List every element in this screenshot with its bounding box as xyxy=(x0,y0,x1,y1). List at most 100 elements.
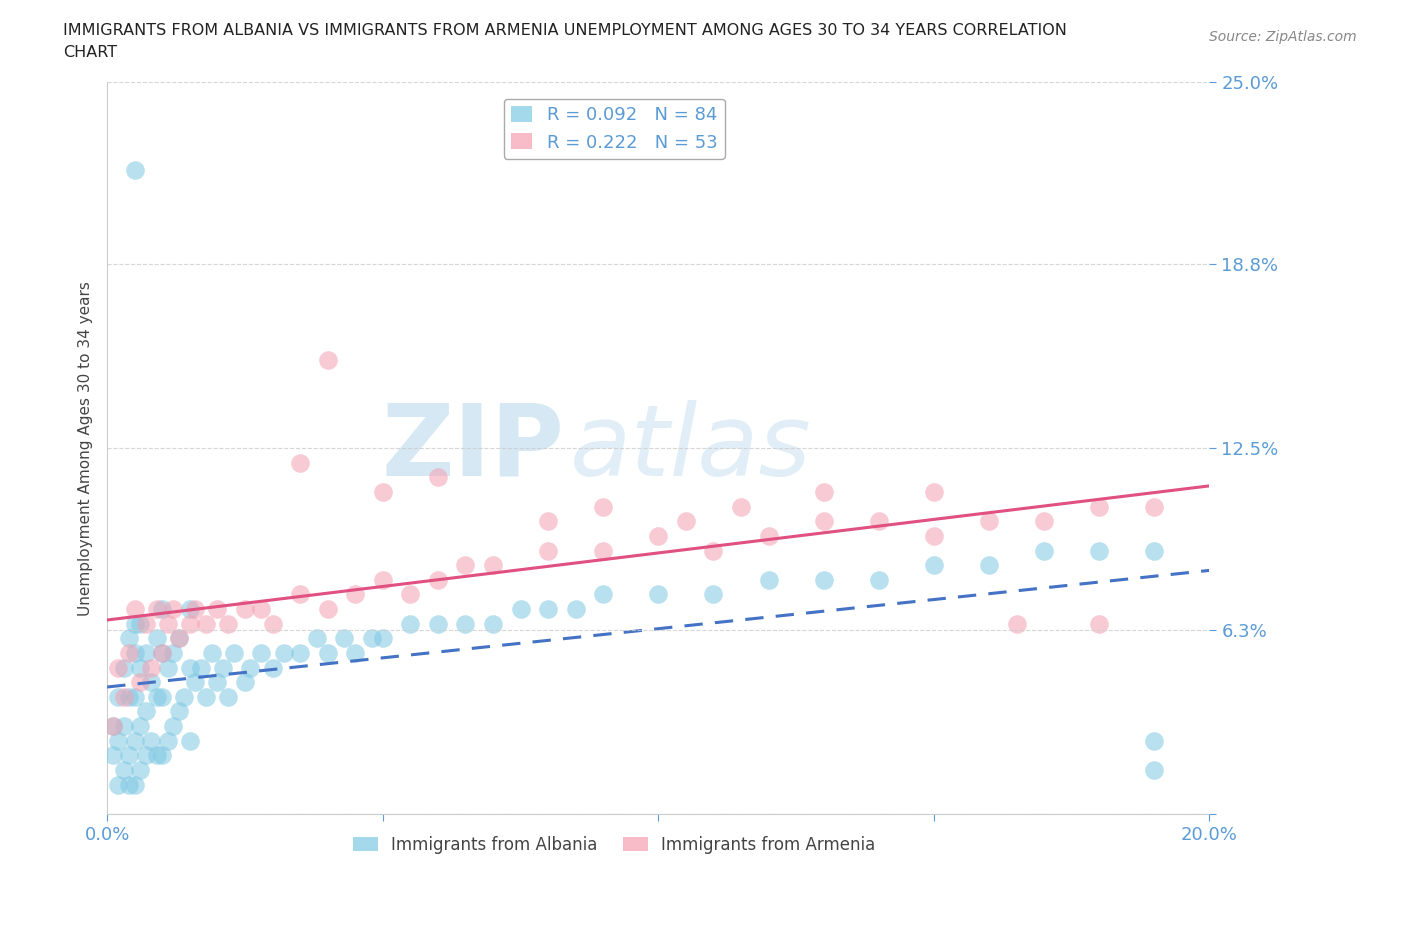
Point xyxy=(922,558,945,573)
Point xyxy=(173,689,195,704)
Point xyxy=(482,558,505,573)
Point xyxy=(124,733,146,748)
Point xyxy=(537,543,560,558)
Point xyxy=(190,660,212,675)
Point xyxy=(145,631,167,645)
Point xyxy=(977,558,1000,573)
Point xyxy=(107,733,129,748)
Point xyxy=(288,587,311,602)
Legend: Immigrants from Albania, Immigrants from Armenia: Immigrants from Albania, Immigrants from… xyxy=(346,829,882,860)
Point xyxy=(564,602,586,617)
Point xyxy=(207,602,229,617)
Point xyxy=(135,617,157,631)
Point xyxy=(124,689,146,704)
Point xyxy=(592,499,614,514)
Point xyxy=(399,587,422,602)
Point xyxy=(141,660,163,675)
Point xyxy=(592,543,614,558)
Point xyxy=(150,645,173,660)
Point xyxy=(233,602,256,617)
Point xyxy=(399,617,422,631)
Point xyxy=(262,617,284,631)
Point xyxy=(118,689,141,704)
Point xyxy=(201,645,224,660)
Point xyxy=(195,617,218,631)
Point xyxy=(1143,543,1166,558)
Point xyxy=(344,645,367,660)
Point xyxy=(239,660,262,675)
Y-axis label: Unemployment Among Ages 30 to 34 years: Unemployment Among Ages 30 to 34 years xyxy=(79,281,93,616)
Point xyxy=(305,631,328,645)
Point xyxy=(124,163,146,178)
Point xyxy=(702,587,724,602)
Point xyxy=(118,645,141,660)
Point xyxy=(167,631,190,645)
Point xyxy=(371,485,394,499)
Point xyxy=(1143,733,1166,748)
Point xyxy=(250,602,273,617)
Point xyxy=(977,514,1000,529)
Point xyxy=(207,675,229,690)
Point xyxy=(316,602,339,617)
Point xyxy=(135,748,157,763)
Point xyxy=(426,572,449,587)
Point xyxy=(217,689,239,704)
Point xyxy=(150,602,173,617)
Point xyxy=(101,748,124,763)
Point xyxy=(101,719,124,734)
Point xyxy=(179,617,201,631)
Point xyxy=(288,456,311,471)
Point xyxy=(135,645,157,660)
Point xyxy=(124,777,146,792)
Point xyxy=(150,748,173,763)
Point xyxy=(647,587,669,602)
Point xyxy=(537,602,560,617)
Point xyxy=(184,602,207,617)
Point xyxy=(129,617,152,631)
Point xyxy=(371,631,394,645)
Point xyxy=(813,514,835,529)
Point xyxy=(868,572,890,587)
Point xyxy=(1088,543,1111,558)
Point xyxy=(129,675,152,690)
Point xyxy=(112,689,135,704)
Point xyxy=(344,587,367,602)
Point xyxy=(273,645,295,660)
Point xyxy=(212,660,235,675)
Point xyxy=(145,689,167,704)
Point xyxy=(179,660,201,675)
Point xyxy=(758,572,780,587)
Point xyxy=(509,602,531,617)
Point xyxy=(129,719,152,734)
Point xyxy=(141,733,163,748)
Point xyxy=(141,675,163,690)
Point xyxy=(179,733,201,748)
Point xyxy=(250,645,273,660)
Point xyxy=(101,719,124,734)
Point xyxy=(222,645,245,660)
Point xyxy=(112,719,135,734)
Point xyxy=(868,514,890,529)
Point xyxy=(112,660,135,675)
Point xyxy=(592,587,614,602)
Point xyxy=(360,631,382,645)
Point xyxy=(1033,543,1056,558)
Point xyxy=(156,660,179,675)
Point xyxy=(184,675,207,690)
Point xyxy=(167,631,190,645)
Point xyxy=(288,645,311,660)
Point xyxy=(124,645,146,660)
Point xyxy=(129,660,152,675)
Point xyxy=(702,543,724,558)
Point xyxy=(454,558,477,573)
Text: CHART: CHART xyxy=(63,45,117,60)
Point xyxy=(426,617,449,631)
Point xyxy=(124,617,146,631)
Point xyxy=(454,617,477,631)
Point xyxy=(922,485,945,499)
Text: Source: ZipAtlas.com: Source: ZipAtlas.com xyxy=(1209,30,1357,44)
Point xyxy=(195,689,218,704)
Point xyxy=(150,645,173,660)
Point xyxy=(316,645,339,660)
Point xyxy=(758,528,780,543)
